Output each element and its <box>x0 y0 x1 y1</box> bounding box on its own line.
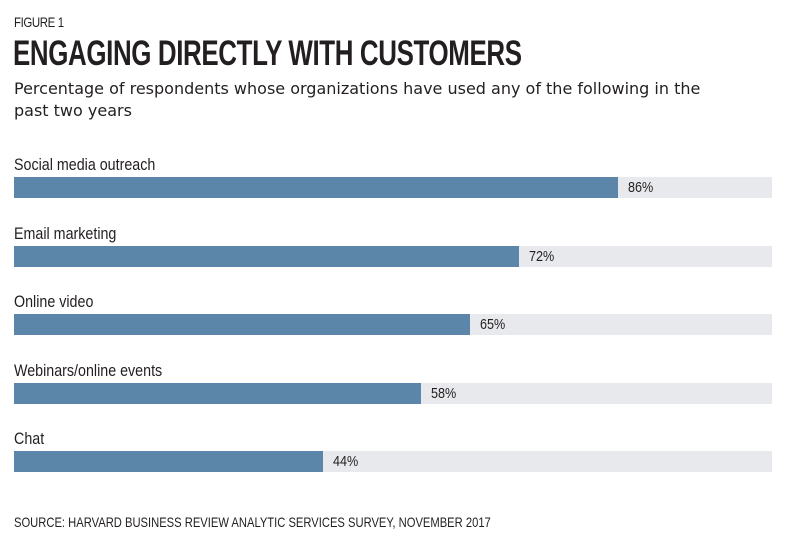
bar-track: 58% <box>14 382 772 404</box>
chart-title: ENGAGING DIRECTLY WITH CUSTOMERS <box>13 34 522 73</box>
source-note: SOURCE: HARVARD BUSINESS REVIEW ANALYTIC… <box>14 514 491 530</box>
category-label: Email marketing <box>14 223 117 243</box>
value-label: 44% <box>332 453 359 470</box>
value-label: 65% <box>480 316 506 333</box>
category-label: Chat <box>14 429 45 448</box>
bar-track: 72% <box>14 245 772 267</box>
chart-subtitle: Percentage of respondents whose organiza… <box>14 79 701 120</box>
bar-track: 44% <box>14 451 772 472</box>
bar <box>14 451 323 472</box>
bar <box>14 245 520 267</box>
category-label: Social media outreach <box>14 155 156 174</box>
bar <box>14 177 618 198</box>
category-label: Online video <box>14 292 94 311</box>
value-label: 58% <box>431 384 457 402</box>
bar-track: 86% <box>14 177 772 198</box>
figure-label: FIGURE 1 <box>14 14 64 30</box>
value-label: 72% <box>529 247 555 265</box>
bar <box>14 314 471 335</box>
bar-track: 65% <box>14 314 772 335</box>
bar <box>14 382 422 404</box>
value-label: 86% <box>627 179 653 196</box>
category-label: Webinars/online events <box>14 360 163 380</box>
